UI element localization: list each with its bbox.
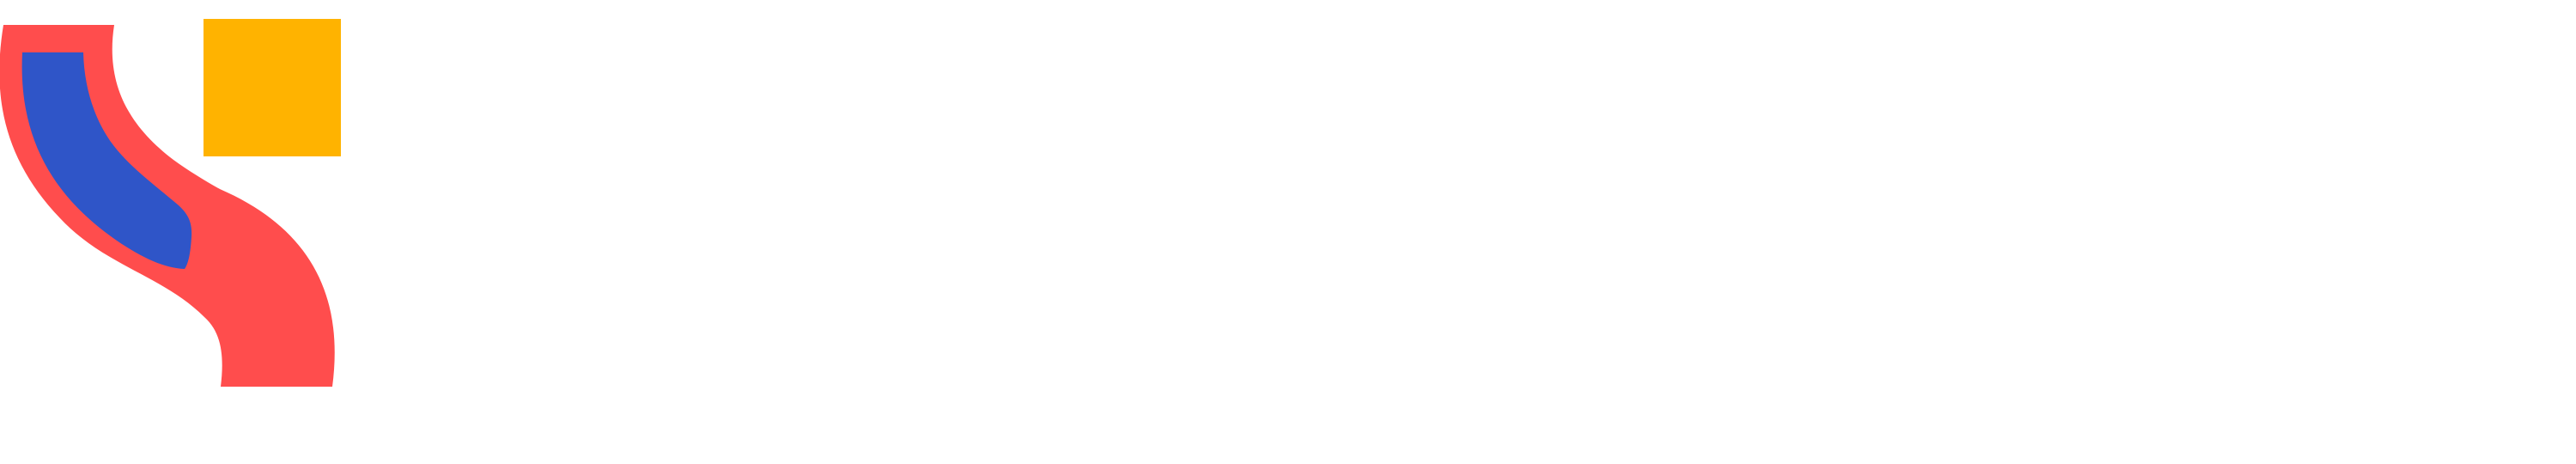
logo-blue-shape <box>21 52 192 269</box>
logo-amber-square <box>204 19 341 156</box>
empty-wordmark-area <box>378 0 2559 464</box>
logo-mark-icon <box>0 19 341 387</box>
